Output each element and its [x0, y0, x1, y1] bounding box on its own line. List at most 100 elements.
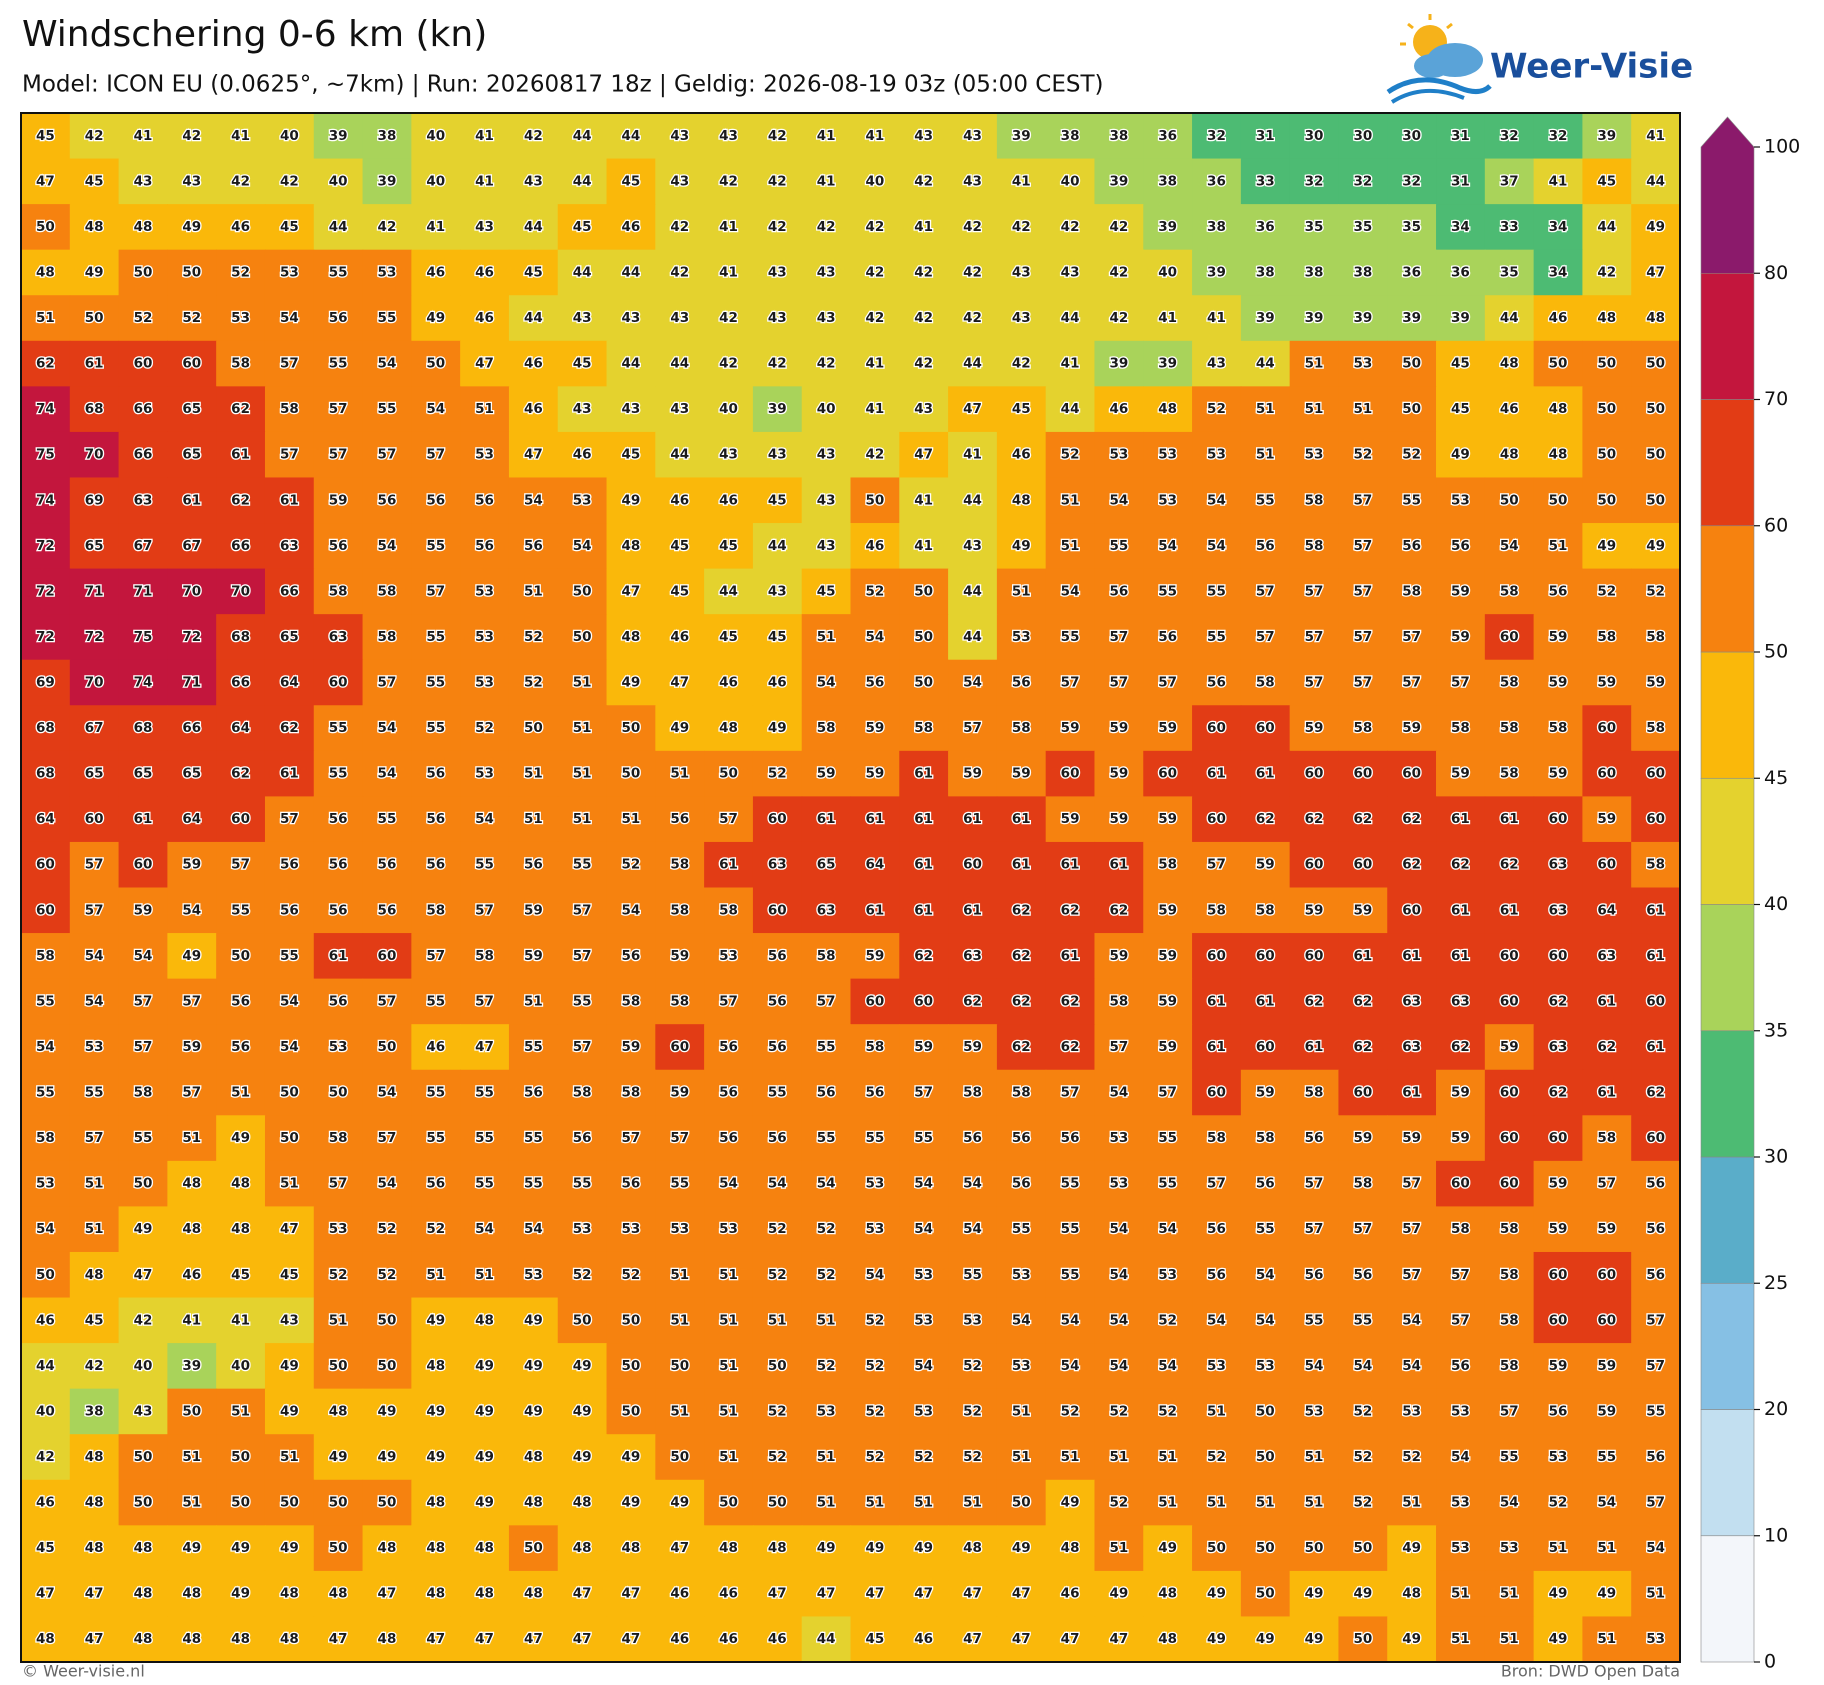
cell [850, 1297, 900, 1344]
cell [948, 705, 998, 752]
cell [1338, 1343, 1388, 1390]
cell-label: 59 [622, 1039, 641, 1055]
cell-label: 42 [1012, 219, 1031, 235]
cell-label: 43 [622, 401, 641, 417]
cell [655, 523, 705, 570]
colorbar-bin [1700, 399, 1755, 527]
cell [264, 841, 315, 889]
cell-label: 55 [865, 1130, 884, 1146]
cell [118, 1297, 168, 1344]
cell [1192, 750, 1242, 797]
cell-label: 56 [1549, 583, 1568, 599]
cell-label: 54 [622, 902, 641, 918]
cell [411, 568, 461, 615]
cell-label: 51 [426, 1267, 445, 1283]
cell [264, 1206, 315, 1253]
cell [557, 1434, 608, 1481]
cell [752, 1206, 803, 1253]
cell [313, 1160, 364, 1208]
cell [1484, 1388, 1535, 1435]
cell [21, 431, 71, 479]
cell [216, 1024, 266, 1071]
cell [752, 933, 803, 980]
cell [1045, 978, 1096, 1025]
cell [850, 1160, 900, 1208]
cell-label: 52 [622, 1267, 641, 1283]
cell [216, 887, 266, 934]
cell [557, 113, 608, 160]
cell-label: 61 [134, 811, 153, 827]
cell [948, 1206, 998, 1253]
cell-label: 39 [768, 401, 787, 417]
cell [1533, 113, 1584, 160]
cell-label: 54 [1305, 1358, 1324, 1374]
cell-label: 63 [1549, 1039, 1568, 1055]
cell-label: 58 [280, 401, 299, 417]
cell-label: 42 [817, 219, 836, 235]
cell [655, 477, 705, 524]
cell-label: 57 [1061, 674, 1080, 690]
cell-label: 57 [475, 993, 494, 1009]
cell-label: 55 [670, 1176, 689, 1192]
cell [996, 750, 1047, 797]
cell [704, 295, 754, 342]
cell-label: 47 [524, 447, 543, 463]
cell-label: 58 [1500, 1267, 1519, 1283]
cell-label: 58 [719, 902, 738, 918]
cell-label: 52 [1549, 1495, 1568, 1511]
cell-label: 58 [1109, 993, 1128, 1009]
cell-label: 69 [85, 492, 104, 508]
cell [1045, 1343, 1096, 1390]
cell-label: 50 [768, 1495, 787, 1511]
cell [948, 978, 998, 1025]
cell-label: 54 [1207, 1312, 1226, 1328]
cell [1240, 1251, 1291, 1299]
cell-label: 39 [1158, 219, 1177, 235]
cell [850, 796, 900, 843]
cell [557, 1069, 608, 1116]
cell-label: 38 [1353, 264, 1372, 280]
cell-label: 56 [768, 1130, 787, 1146]
cell-label: 41 [475, 173, 494, 189]
cell-label: 62 [1256, 811, 1275, 827]
cell [948, 614, 998, 661]
cell-label: 55 [1256, 1221, 1275, 1237]
chart-subtitle: Model: ICON EU (0.0625°, ~7km) | Run: 20… [22, 72, 1103, 98]
cell-label: 53 [1500, 1540, 1519, 1556]
cell-label: 37 [1500, 173, 1519, 189]
cell [752, 1024, 803, 1071]
cell [557, 750, 608, 797]
cell [1192, 841, 1242, 889]
cell-label: 62 [1109, 902, 1128, 918]
cell-label: 55 [963, 1267, 982, 1283]
cell-label: 70 [182, 583, 201, 599]
cell-label: 62 [231, 492, 250, 508]
cell-label: 49 [1061, 1495, 1080, 1511]
cell [606, 1297, 656, 1344]
cell-label: 50 [1646, 401, 1665, 417]
cell [752, 614, 803, 661]
cell-label: 66 [182, 720, 201, 736]
cell-label: 48 [280, 1586, 299, 1602]
cell-label: 42 [865, 310, 884, 326]
cell [1387, 295, 1437, 342]
cell-label: 54 [280, 993, 299, 1009]
cell-label: 56 [1646, 1176, 1665, 1192]
cell-label: 59 [1597, 1221, 1616, 1237]
cell-label: 57 [1353, 538, 1372, 554]
cell [606, 1343, 656, 1390]
cell [1533, 1115, 1584, 1162]
cell-label: 62 [1061, 1039, 1080, 1055]
cell-label: 65 [134, 766, 153, 782]
cell [752, 1160, 803, 1208]
cell [460, 796, 510, 843]
cell [21, 796, 71, 843]
cell [411, 340, 461, 387]
cell [704, 1434, 754, 1481]
cell [411, 614, 461, 661]
cell [1045, 705, 1096, 752]
cell [1387, 659, 1437, 706]
cell-label: 58 [670, 857, 689, 873]
cell [411, 1297, 461, 1344]
cell-label: 50 [719, 1495, 738, 1511]
